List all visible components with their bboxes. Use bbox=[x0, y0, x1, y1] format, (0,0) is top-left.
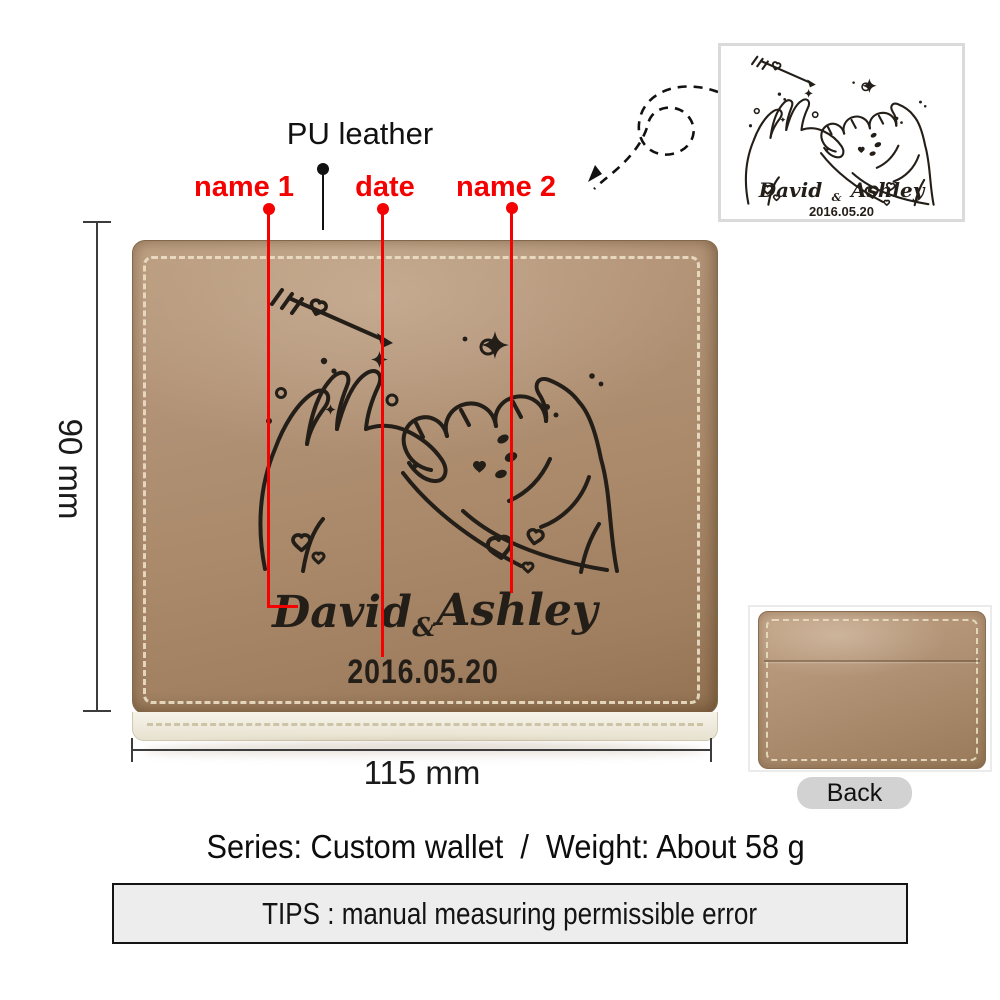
date-pointer-dot bbox=[377, 203, 389, 215]
name1-pointer-dot bbox=[263, 203, 275, 215]
wallet-back-stitching bbox=[766, 619, 978, 761]
height-dimension-line bbox=[96, 222, 98, 711]
wallet-back-fold-crease bbox=[764, 660, 980, 662]
magnify-swirl-arrow-icon bbox=[588, 85, 719, 190]
engraved-name2: Ashley bbox=[436, 585, 598, 636]
material-pointer-dot bbox=[317, 163, 329, 175]
wallet-front-stitching bbox=[143, 256, 700, 704]
date-pointer-line bbox=[381, 213, 384, 657]
wallet-reflection bbox=[142, 742, 706, 760]
material-pointer-line bbox=[322, 173, 324, 230]
name1-pointer-elbow bbox=[267, 605, 298, 608]
width-dimension-tick-left bbox=[131, 738, 133, 762]
tips-box: TIPS : manual measuring permissible erro… bbox=[112, 883, 908, 944]
inset-name1: David bbox=[758, 178, 823, 202]
name1-pointer-line bbox=[267, 213, 270, 608]
name1-label: name 1 bbox=[194, 171, 294, 203]
width-dimension-line bbox=[132, 749, 712, 751]
inset-date: 2016.05.20 bbox=[808, 204, 875, 219]
height-dimension-cap-top bbox=[83, 221, 111, 223]
product-series-weight-value: Series: Custom wallet / Weight: About 58… bbox=[206, 828, 806, 865]
product-series-weight-text: Series: Custom wallet / Weight: About 58… bbox=[6, 828, 1000, 866]
height-dimension-value: 90 mm bbox=[52, 418, 89, 520]
name2-pointer-line bbox=[510, 212, 513, 593]
engraved-ampersand: & bbox=[412, 613, 436, 643]
width-dimension-tick-right bbox=[710, 738, 712, 762]
engraved-name1: David bbox=[272, 587, 412, 638]
name2-label: name 2 bbox=[456, 171, 556, 203]
wallet-front-photo: David & Ashley 2016.05.20 bbox=[132, 240, 718, 714]
inset-name2: Ashley bbox=[851, 178, 925, 202]
wallet-back-photo bbox=[758, 611, 986, 769]
width-dimension-value: 115 mm bbox=[363, 754, 481, 791]
back-view-label: Back bbox=[797, 777, 912, 809]
name2-pointer-dot bbox=[506, 202, 518, 214]
engraved-date: 2016.05.20 bbox=[347, 653, 499, 691]
engraving-detail-inset: David & Ashley 2016.05.20 bbox=[718, 43, 965, 222]
inset-names-row: David & Ashley bbox=[721, 178, 962, 204]
date-label: date bbox=[355, 171, 415, 203]
material-label: PU leather bbox=[286, 116, 434, 151]
wallet-bottom-edge bbox=[132, 712, 718, 741]
bottom-edge-stitching bbox=[147, 723, 703, 726]
pinky-promise-hands-engraving bbox=[251, 281, 631, 581]
inset-ampersand: & bbox=[831, 191, 842, 204]
wallet-back-inset bbox=[748, 605, 992, 772]
tips-text: TIPS : manual measuring permissible erro… bbox=[262, 896, 758, 931]
height-dimension-cap-bottom bbox=[83, 710, 111, 712]
